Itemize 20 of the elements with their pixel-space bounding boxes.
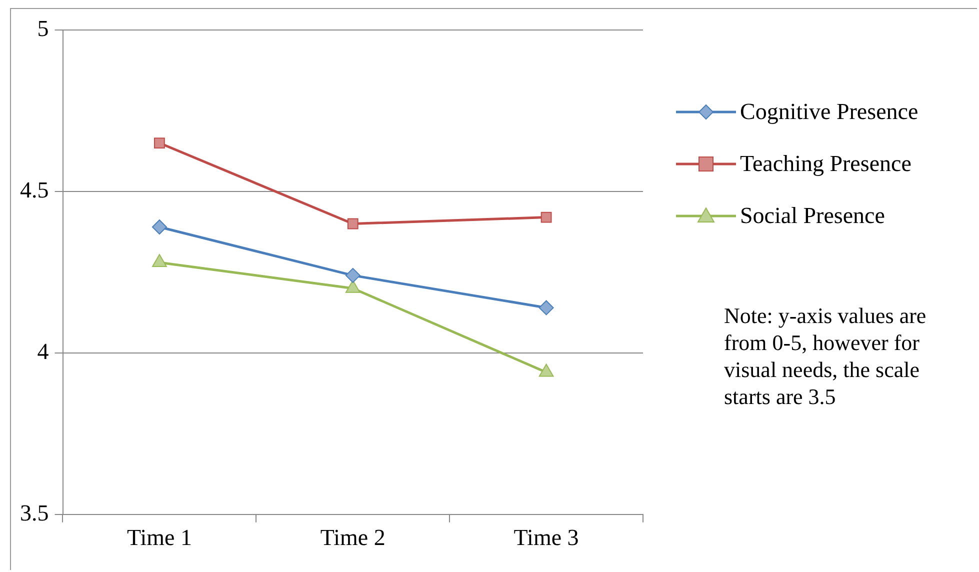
y-tick-label: 4.5 [20, 178, 49, 203]
x-tick-label: Time 1 [126, 525, 192, 550]
point [152, 254, 167, 268]
point [345, 268, 360, 283]
legend-label: Social Presence [740, 203, 885, 229]
text: Note: y-axis values are from 0-5, however for visual needs, the scale starts are 3.5 [724, 302, 928, 410]
point [152, 219, 167, 234]
y-tick-label: 4 [37, 338, 50, 364]
x-tick-label: Time 3 [514, 525, 579, 550]
legend-label: Teaching Presence [740, 151, 912, 177]
point [538, 364, 554, 377]
y-tick-label: 5 [37, 16, 49, 42]
point [345, 280, 360, 293]
x-tick-label: Time 2 [320, 525, 386, 550]
point [538, 300, 554, 316]
point [540, 212, 552, 223]
legend-label: Cognitive Presence [740, 99, 918, 125]
point [347, 218, 358, 230]
point [154, 138, 165, 148]
y-tick-label: 3.5 [20, 500, 49, 526]
